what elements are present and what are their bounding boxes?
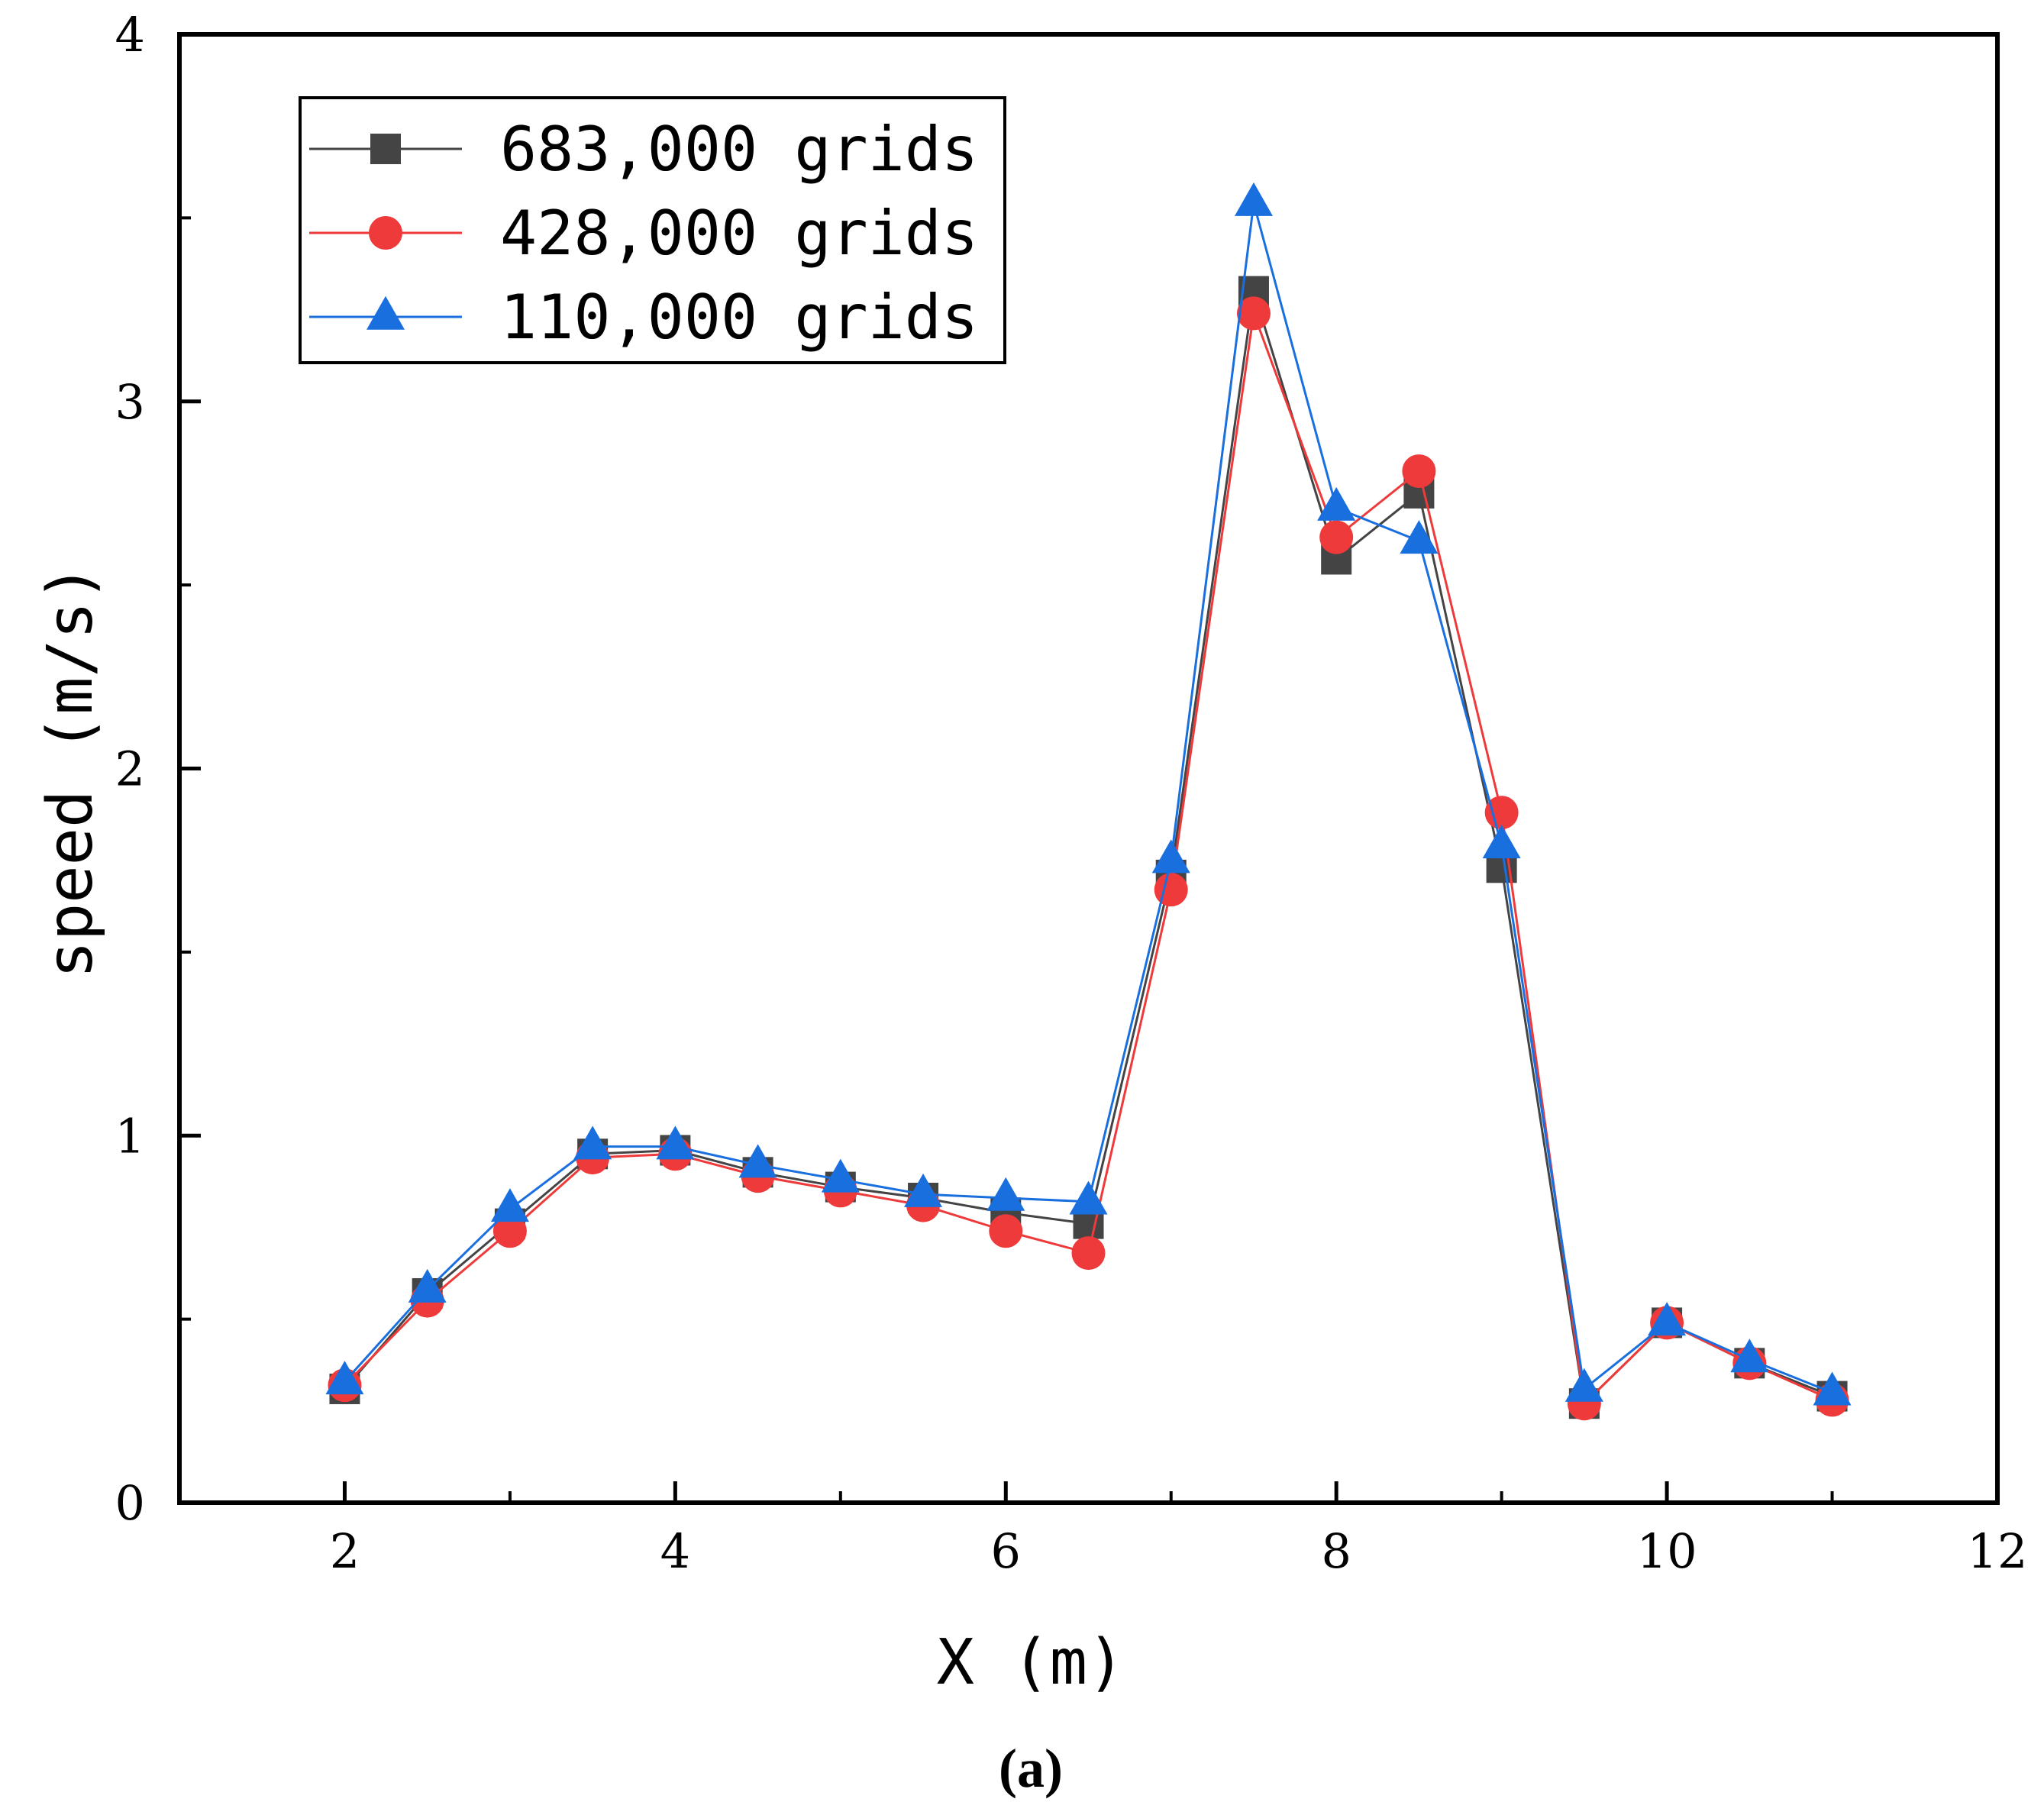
x-tick-label: 12 (1968, 1523, 2028, 1579)
x-tick-label: 6 (991, 1523, 1021, 1579)
data-point (1151, 839, 1190, 874)
y-tick-label: 1 (115, 1108, 145, 1164)
legend-marker (366, 295, 405, 330)
data-point (986, 1177, 1025, 1211)
legend-item: 683,000 grids (309, 114, 978, 185)
data-point (1319, 520, 1354, 554)
x-tick-label: 8 (1321, 1523, 1351, 1579)
data-point (1564, 1368, 1603, 1402)
data-point (1482, 825, 1521, 859)
series-layer (325, 182, 1852, 1421)
data-point (408, 1268, 447, 1303)
y-tick-label: 3 (115, 374, 145, 430)
legend-label: 683,000 grids (500, 114, 978, 185)
data-point (1234, 182, 1273, 216)
data-point (492, 1214, 527, 1248)
data-point (1648, 1302, 1687, 1336)
legend-item: 428,000 grids (309, 198, 978, 269)
data-point (1317, 486, 1356, 521)
data-point (821, 1158, 860, 1193)
series-3 (325, 182, 1852, 1406)
data-point (989, 1214, 1023, 1248)
data-point (1069, 1180, 1108, 1215)
y-tick-label: 2 (115, 741, 145, 797)
data-point (573, 1125, 612, 1160)
data-point (1730, 1339, 1769, 1373)
x-tick-label: 10 (1637, 1523, 1697, 1579)
legend-label: 428,000 grids (500, 198, 978, 269)
x-tick-label: 2 (330, 1523, 360, 1579)
x-axis: 2 4 6 8 10 12 (178, 1481, 2028, 1579)
y-tick-label: 4 (115, 7, 145, 63)
data-point (325, 1361, 364, 1395)
y-axis: 0 1 2 3 4 (115, 7, 201, 1531)
legend-box (299, 96, 1006, 364)
y-tick-label: 0 (115, 1475, 145, 1531)
legend-marker (369, 216, 402, 250)
legend-marker (370, 134, 401, 164)
figure-caption: (a) (999, 1738, 1063, 1799)
data-point (1813, 1371, 1852, 1406)
data-point (1071, 1236, 1106, 1271)
y-axis-title: speed (m/s) (34, 564, 107, 978)
data-point (1400, 520, 1439, 554)
data-point (1154, 873, 1188, 907)
data-point (1402, 454, 1436, 489)
x-axis-title: X (m) (937, 1626, 1125, 1699)
legend-item: 110,000 grids (309, 282, 978, 353)
data-point (1484, 796, 1519, 830)
data-point (1236, 296, 1271, 331)
data-point (656, 1125, 695, 1160)
x-tick-label: 4 (660, 1523, 690, 1579)
legend: 683,000 grids 428,000 grids 110,000 grids (299, 96, 1006, 364)
data-point (904, 1173, 943, 1207)
legend-label: 110,000 grids (500, 282, 978, 353)
data-point (490, 1188, 529, 1222)
data-point (738, 1144, 777, 1178)
